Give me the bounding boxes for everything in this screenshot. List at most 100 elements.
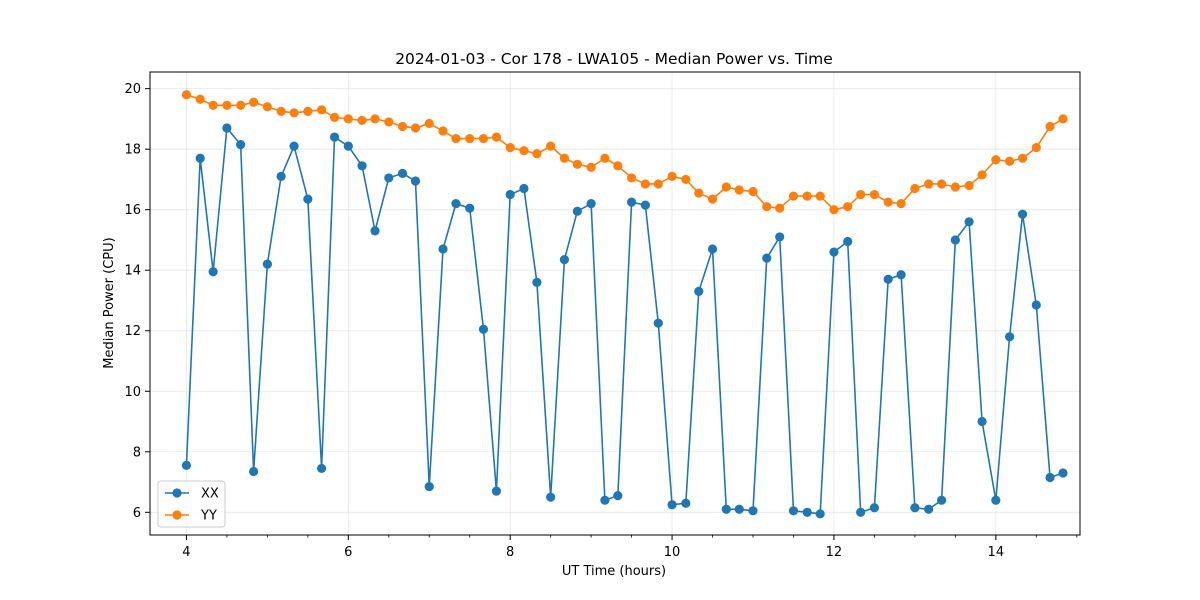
series-xx-point [586, 199, 596, 209]
series-xx-point [775, 232, 785, 242]
series-yy-point [249, 97, 259, 107]
series-yy-point [856, 189, 866, 200]
series-yy-point [1017, 153, 1028, 163]
plot-frame [149, 71, 1081, 536]
series-xx-point [748, 506, 758, 516]
series-xx-point [883, 274, 893, 284]
series-yy-point [316, 105, 327, 115]
series-xx-point [815, 509, 825, 519]
series-xx-point [491, 486, 502, 496]
legend-xx-label: XX [201, 487, 219, 502]
series-yy-point [910, 183, 920, 194]
series-xx-point [397, 168, 408, 178]
series-xx-point [343, 141, 353, 151]
legend-yy-marker [172, 510, 182, 520]
series-xx-point [950, 235, 960, 245]
series-xx-point [438, 244, 448, 254]
x-axis-label: UT Time (hours) [562, 564, 666, 579]
x-tick-label: 14 [988, 545, 1005, 560]
series-xx-point [289, 141, 299, 151]
series-yy-point [991, 155, 1001, 165]
series-yy-point [815, 191, 825, 201]
series-yy-point [613, 161, 623, 171]
series-yy-point [721, 182, 731, 192]
series-yy-point [384, 117, 394, 127]
series-yy-point [896, 199, 906, 209]
series-yy-point [491, 132, 502, 142]
series-yy-point [964, 180, 974, 191]
series-yy-point [236, 100, 246, 110]
series-xx-point [1017, 209, 1028, 219]
series-xx-point [762, 253, 772, 263]
y-tick-label: 12 [124, 324, 141, 339]
series-yy-point [289, 108, 299, 118]
series-xx-point [451, 199, 461, 209]
series-xx-point [465, 203, 475, 213]
series-yy-point [694, 188, 704, 198]
legend-yy-label: YY [200, 509, 217, 524]
series-yy-point [667, 171, 677, 182]
series-yy-point [1031, 143, 1041, 153]
series-xx-point [869, 503, 880, 513]
series-yy-point [600, 153, 610, 163]
series-yy-point [546, 141, 556, 151]
series-xx-point [424, 481, 434, 492]
series-yy-point [532, 149, 542, 159]
series-xx-point [600, 495, 610, 505]
series-xx-point [829, 247, 839, 257]
series-xx-point [410, 176, 421, 186]
series-xx-point [667, 500, 677, 510]
legend-xx-marker [172, 488, 182, 498]
series-yy-point [950, 182, 960, 192]
chart-title: 2024-01-03 - Cor 178 - LWA105 - Median P… [395, 50, 833, 68]
series-xx-point [546, 492, 556, 502]
legend: XX YY [157, 480, 226, 528]
axis-ticks: 4 6 8 10 12 14 6 8 10 12 14 16 18 20 [124, 82, 1078, 560]
series-yy-point [762, 202, 772, 212]
series-xx-point [613, 491, 623, 501]
series-yy-point [519, 146, 529, 156]
series-xx-point [707, 244, 718, 254]
y-tick-label: 20 [124, 82, 141, 97]
series-xx-point [991, 495, 1001, 505]
series-xx-point [734, 504, 744, 514]
series-xx-point [370, 226, 380, 236]
series-xx-point [843, 236, 853, 247]
series-yy-point [397, 121, 408, 132]
series-xx-point [1058, 468, 1068, 478]
y-tick-label: 6 [133, 506, 141, 521]
series-yy-point [195, 94, 205, 104]
series-yy-point [370, 114, 380, 124]
series-yy-point [707, 194, 718, 204]
series-xx-point [936, 495, 947, 505]
series-yy-point [505, 143, 515, 153]
series-yy-point [329, 112, 340, 122]
series-xx-point [195, 153, 205, 163]
series-yy-point [653, 179, 663, 189]
series-layer [181, 90, 1068, 519]
series-yy-point [559, 153, 570, 163]
series-xx-point [262, 259, 272, 269]
series-xx-point [788, 506, 799, 516]
series-yy-point [262, 102, 272, 112]
series-xx-point [681, 498, 691, 508]
series-yy-point [843, 202, 853, 212]
series-xx-point [910, 503, 920, 513]
series-xx-point [559, 255, 570, 265]
series-xx-point [1031, 300, 1041, 310]
series-xx-point [896, 270, 906, 280]
y-tick-label: 8 [133, 445, 141, 460]
series-xx-point [208, 267, 218, 277]
series-xx-point [924, 504, 934, 514]
series-xx [181, 123, 1068, 519]
series-xx-point [653, 318, 663, 328]
series-yy-point [829, 205, 839, 215]
series-xx-point [519, 183, 529, 194]
series-yy-point [410, 123, 421, 133]
series-xx-point [721, 504, 731, 514]
series-xx-point [532, 277, 542, 287]
series-yy-point [924, 179, 934, 189]
series-xx-point [316, 463, 327, 474]
